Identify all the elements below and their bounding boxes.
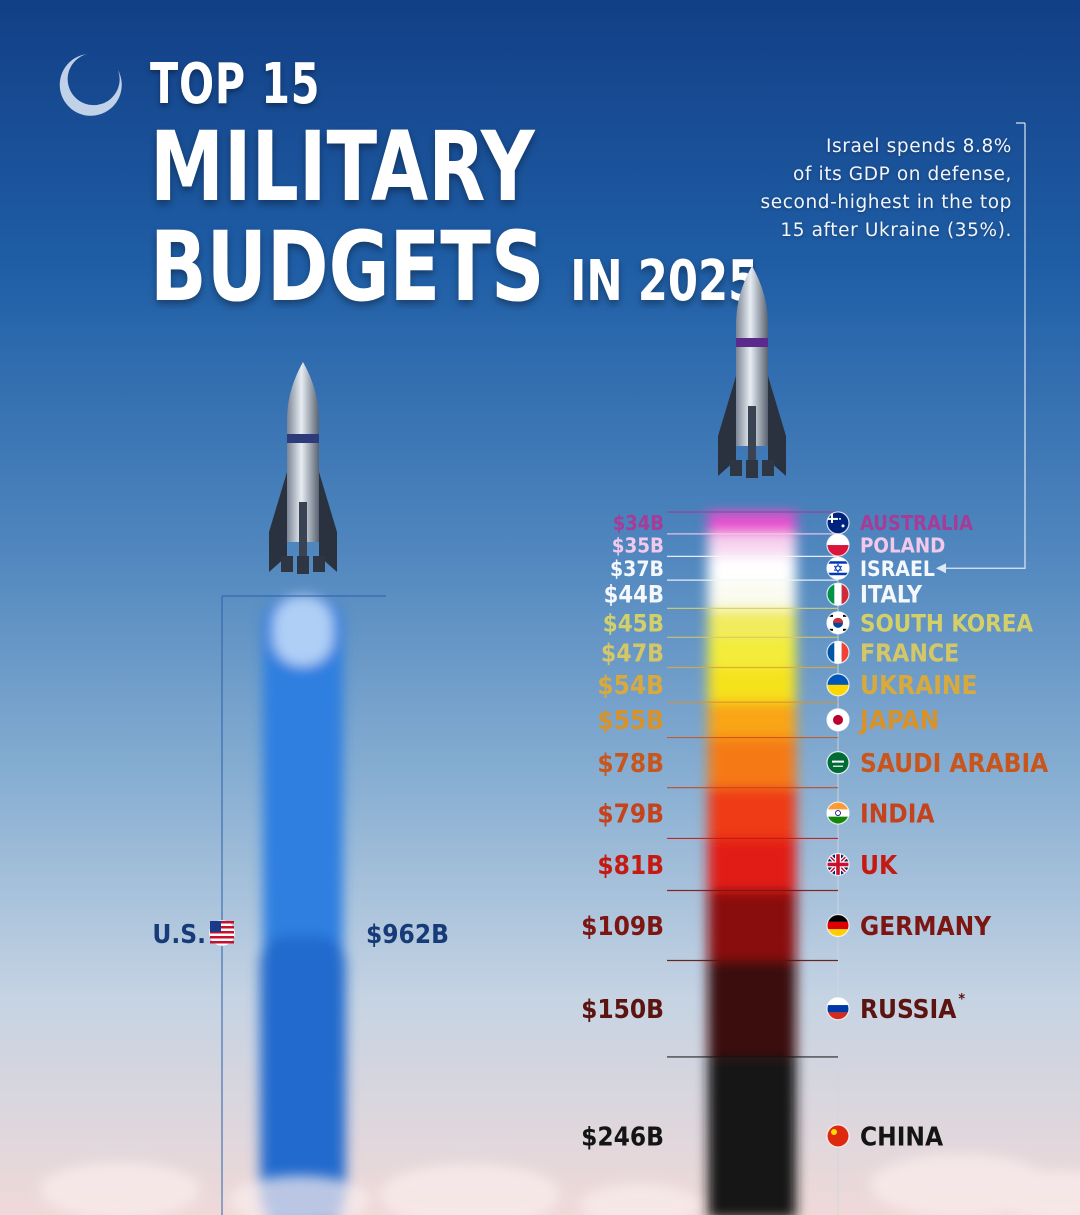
others-plume bbox=[708, 512, 796, 1215]
title-budgets: BUDGETS bbox=[150, 211, 545, 323]
plume-segment bbox=[708, 580, 796, 613]
plume-segment bbox=[708, 890, 796, 965]
us-rocket bbox=[269, 362, 337, 574]
flag-ukraine-icon bbox=[826, 673, 850, 697]
value-label: $54B bbox=[597, 671, 664, 701]
annotation-line: second-highest in the top bbox=[760, 192, 1012, 213]
flag-saudi-arabia-icon bbox=[826, 751, 850, 775]
flag-south-korea-icon bbox=[826, 611, 850, 635]
plume-segment bbox=[708, 608, 796, 642]
value-label: $47B bbox=[601, 638, 664, 667]
value-label: $962B bbox=[366, 920, 449, 950]
cloud bbox=[990, 1170, 1080, 1215]
value-label: $35B bbox=[612, 533, 664, 557]
us-plume-bar bbox=[259, 596, 347, 1215]
flag-italy-icon bbox=[826, 582, 850, 606]
value-label: $55B bbox=[597, 706, 664, 736]
flag-israel-icon bbox=[826, 556, 850, 580]
annotation-arrow-icon bbox=[936, 563, 946, 574]
plume-segment bbox=[708, 637, 796, 672]
value-label: $81B bbox=[597, 851, 664, 881]
flag-russia-icon bbox=[826, 997, 850, 1021]
value-label: $45B bbox=[603, 609, 664, 637]
country-label: AUSTRALIA bbox=[860, 511, 973, 535]
annotation-line: of its GDP on defense, bbox=[792, 164, 1012, 185]
value-label: $150B bbox=[581, 995, 664, 1025]
plume-segment bbox=[708, 737, 796, 792]
country-label: GERMANY bbox=[860, 912, 992, 942]
flag-china-icon bbox=[826, 1124, 850, 1148]
chart-title: TOP 15 MILITARY BUDGETS IN 2025 bbox=[150, 52, 857, 332]
country-label: INDIA bbox=[860, 799, 935, 829]
title-line-1: TOP 15 bbox=[150, 52, 321, 117]
flag-us-icon bbox=[209, 920, 235, 946]
annotation-line: 15 after Ukraine (35%). bbox=[780, 220, 1012, 241]
flag-france-icon bbox=[826, 640, 850, 665]
country-label: ISRAEL bbox=[860, 556, 935, 581]
title-line-3: BUDGETS IN 2025 bbox=[150, 217, 758, 332]
others-rocket bbox=[718, 266, 786, 478]
country-label: FRANCE bbox=[860, 638, 959, 667]
value-label: $34B bbox=[613, 511, 664, 535]
plume-segment bbox=[708, 667, 796, 707]
title-line-2: MILITARY bbox=[150, 111, 535, 223]
country-label: RUSSIA bbox=[860, 995, 956, 1025]
value-label: $109B bbox=[581, 912, 664, 942]
cloud bbox=[230, 1175, 370, 1215]
israel-annotation: Israel spends 8.8% of its GDP on defense… bbox=[682, 133, 1012, 245]
flag-india-icon bbox=[826, 801, 850, 825]
country-label: UK bbox=[860, 851, 898, 881]
us-plume-highlight bbox=[273, 596, 333, 666]
footnote-marker: * bbox=[958, 992, 965, 1008]
plume-segment bbox=[708, 838, 796, 895]
cloud bbox=[40, 1162, 200, 1215]
annotation-line: Israel spends 8.8% bbox=[826, 136, 1012, 157]
country-label: SOUTH KOREA bbox=[860, 609, 1033, 637]
value-label: $78B bbox=[597, 749, 664, 779]
country-label: ITALY bbox=[860, 581, 923, 609]
flag-germany-icon bbox=[826, 913, 850, 938]
country-label: SAUDI ARABIA bbox=[860, 749, 1048, 779]
country-label: U.S. bbox=[152, 920, 206, 950]
title-year: IN 2025 bbox=[570, 249, 759, 314]
cloud bbox=[380, 1163, 560, 1215]
value-label: $79B bbox=[597, 799, 664, 829]
plume-segment bbox=[708, 702, 796, 742]
value-label: $44B bbox=[604, 581, 664, 609]
crescent-moon-icon bbox=[59, 54, 122, 116]
country-label: POLAND bbox=[860, 533, 945, 557]
value-label: $246B bbox=[581, 1122, 664, 1152]
country-label: JAPAN bbox=[858, 706, 939, 736]
flag-australia-icon bbox=[826, 511, 850, 535]
plume-segment bbox=[708, 960, 796, 1061]
flag-japan-icon bbox=[826, 708, 850, 732]
us-plume-shade bbox=[259, 936, 347, 1215]
plume-segment bbox=[708, 1056, 796, 1215]
value-label: $37B bbox=[610, 556, 664, 581]
country-label: UKRAINE bbox=[860, 671, 978, 701]
flag-uk-icon bbox=[826, 852, 850, 877]
plume-segment bbox=[708, 787, 796, 843]
country-label: CHINA bbox=[860, 1122, 943, 1152]
cloud bbox=[580, 1184, 700, 1215]
cloud-layer bbox=[40, 1153, 1080, 1215]
plume-segment bbox=[708, 556, 796, 585]
annotation-connector bbox=[944, 123, 1026, 569]
flag-poland-icon bbox=[826, 533, 850, 557]
